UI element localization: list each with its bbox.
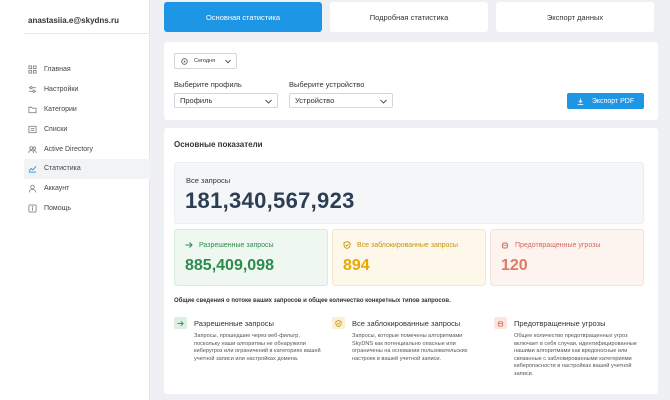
legend-allowed: Разрешенные запросы Запросы, прошедшие ч… [174, 317, 324, 363]
calendar-icon [181, 57, 188, 65]
export-pdf-button[interactable]: Экспорт PDF [567, 93, 644, 109]
profile-label: Выберите профиль [174, 80, 242, 89]
shield-icon [332, 317, 345, 329]
all-requests-label: Все запросы [186, 176, 231, 185]
legend-blocked: Все заблокированные запросы Запросы, кот… [332, 317, 482, 363]
device-label: Выберите устройство [289, 80, 365, 89]
allowed-requests-card: Разрешенные запросы 885,409,098 [174, 229, 328, 286]
sidebar-item-settings[interactable]: Настройки [24, 80, 150, 100]
sidebar-item-account[interactable]: Аккаунт [24, 179, 150, 199]
device-select[interactable]: Устройство [289, 93, 393, 108]
bug-icon [502, 242, 508, 249]
general-info-text: Общие сведения о потоке ваших запросов и… [174, 298, 451, 304]
allowed-requests-value: 885,409,098 [185, 257, 274, 274]
sidebar-item-help[interactable]: Помощь [24, 199, 150, 219]
blocked-requests-value: 894 [343, 257, 370, 274]
sidebar-nav: Главная Настройки Категории Списки Activ… [24, 60, 150, 218]
legend-description: Общее количество предотвращенных угроз в… [514, 333, 637, 377]
arrow-right-icon [174, 317, 187, 329]
legend-description: Запросы, которые помечены алгоритмами Sk… [352, 333, 468, 362]
stats-panel: Основные показатели Все запросы 181,340,… [164, 128, 658, 394]
sidebar-item-label: Главная [44, 66, 71, 74]
account-email[interactable]: anastasiia.e@skydns.ru [24, 6, 150, 34]
arrow-right-icon [185, 242, 193, 248]
bug-icon [494, 317, 507, 329]
all-requests-card: Все запросы 181,340,567,923 [174, 162, 644, 224]
all-requests-value: 181,340,567,923 [185, 188, 355, 213]
grid-icon [28, 65, 37, 74]
sidebar-item-label: Аккаунт [44, 185, 70, 193]
chevron-down-icon [380, 99, 387, 104]
prevented-threats-card: Предотвращенные угрозы 120 [490, 229, 644, 286]
folder-icon [28, 105, 37, 114]
export-pdf-label: Экспорт PDF [591, 97, 635, 105]
legend-title: Все заблокированные запросы [352, 318, 461, 328]
profile-select-value: Профиль [180, 96, 213, 105]
tab-detailed-statistics[interactable]: Подробная статистика [330, 2, 488, 32]
sidebar: anastasiia.e@skydns.ru Главная Настройки… [0, 0, 150, 400]
user-icon [28, 184, 37, 193]
legend-title: Разрешенные запросы [194, 318, 274, 328]
profile-select[interactable]: Профиль [174, 93, 278, 108]
section-title: Основные показатели [174, 140, 263, 149]
prevented-threats-value: 120 [501, 257, 528, 274]
legend-prevented: Предотвращенные угрозы Общее количество … [494, 317, 644, 379]
users-icon [28, 145, 37, 154]
tab-data-export[interactable]: Экспорт данных [496, 2, 654, 32]
download-icon [577, 97, 584, 105]
sidebar-item-label: Active Directory [44, 145, 94, 153]
sidebar-item-label: Списки [44, 125, 68, 133]
sidebar-item-label: Настройки [44, 86, 79, 94]
date-range-select[interactable]: Сегодня [174, 53, 237, 69]
help-icon [28, 204, 37, 213]
sidebar-item-lists[interactable]: Списки [24, 119, 150, 139]
sidebar-item-statistics[interactable]: Статистика [24, 158, 150, 179]
filter-panel: Сегодня Выберите профиль Профиль Выберит… [164, 42, 658, 120]
prevented-threats-label: Предотвращенные угрозы [515, 241, 601, 249]
chart-icon [28, 164, 37, 173]
sidebar-item-categories[interactable]: Категории [24, 100, 150, 120]
device-select-value: Устройство [295, 96, 335, 105]
date-range-value: Сегодня [194, 58, 216, 64]
tab-main-statistics[interactable]: Основная статистика [164, 2, 322, 32]
sidebar-item-home[interactable]: Главная [24, 60, 150, 80]
allowed-requests-label: Разрешенные запросы [199, 241, 274, 249]
sidebar-item-label: Категории [44, 105, 77, 113]
sidebar-item-label: Статистика [44, 165, 81, 173]
legend-title: Предотвращенные угрозы [514, 318, 606, 328]
sidebar-item-label: Помощь [44, 204, 72, 212]
blocked-requests-card: Все заблокированные запросы 894 [332, 229, 486, 286]
shield-icon [343, 241, 351, 249]
chevron-down-icon [265, 99, 272, 104]
sidebar-item-active-directory[interactable]: Active Directory [24, 139, 150, 159]
legend-description: Запросы, прошедшие через веб-фильтр, пос… [194, 333, 321, 362]
sliders-icon [28, 85, 37, 94]
chevron-down-icon [225, 59, 231, 64]
list-icon [28, 125, 37, 134]
blocked-requests-label: Все заблокированные запросы [357, 241, 458, 249]
